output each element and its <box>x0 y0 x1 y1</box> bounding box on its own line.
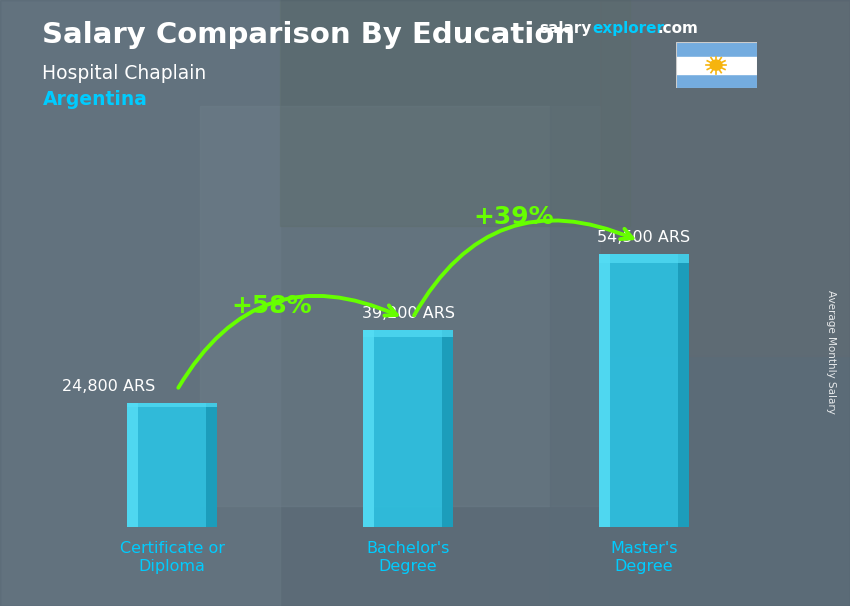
Bar <box>599 253 689 527</box>
Text: Average Monthly Salary: Average Monthly Salary <box>826 290 836 413</box>
Circle shape <box>711 60 722 70</box>
Bar <box>677 253 688 527</box>
Text: salary: salary <box>540 21 592 36</box>
Text: Hospital Chaplain: Hospital Chaplain <box>42 64 207 82</box>
Bar <box>280 0 630 226</box>
Bar <box>128 403 217 527</box>
Text: explorer: explorer <box>592 21 665 36</box>
Bar <box>600 0 850 356</box>
Bar <box>599 253 689 263</box>
Text: 54,500 ARS: 54,500 ARS <box>598 230 690 245</box>
Text: .com: .com <box>658 21 699 36</box>
Text: +39%: +39% <box>473 205 554 228</box>
Bar <box>128 403 139 527</box>
Bar <box>676 56 756 74</box>
Text: Argentina: Argentina <box>42 90 147 108</box>
Bar <box>442 330 453 527</box>
Text: +58%: +58% <box>231 295 312 318</box>
Bar <box>363 330 453 527</box>
Text: Salary Comparison By Education: Salary Comparison By Education <box>42 21 575 49</box>
Text: 24,800 ARS: 24,800 ARS <box>62 379 156 394</box>
Text: 39,200 ARS: 39,200 ARS <box>361 307 455 321</box>
Bar <box>550 0 850 606</box>
Bar <box>200 106 600 506</box>
Bar <box>599 253 609 527</box>
Bar <box>207 403 217 527</box>
Bar <box>363 330 453 338</box>
Bar <box>363 330 374 527</box>
Bar <box>0 0 280 606</box>
Bar <box>128 403 217 407</box>
